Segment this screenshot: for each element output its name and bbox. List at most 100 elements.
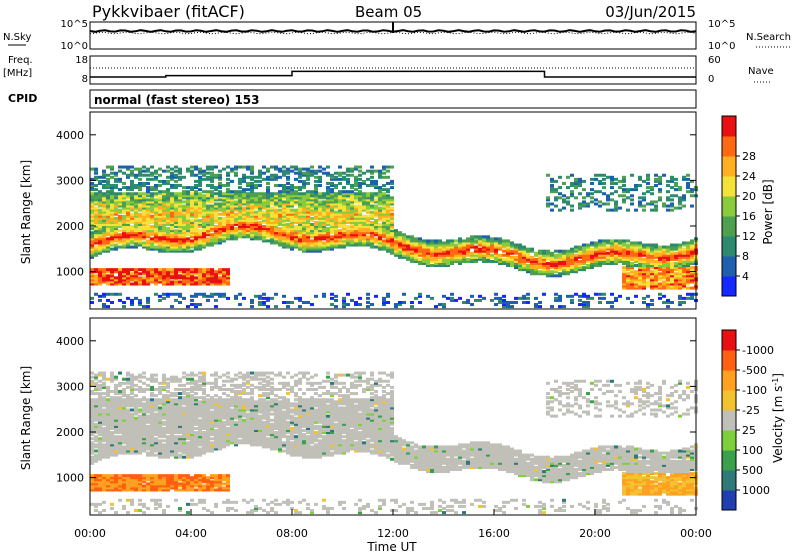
power-cell	[254, 204, 258, 208]
velocity-cell	[110, 375, 114, 379]
power-cell	[190, 169, 194, 173]
power-cell	[298, 167, 302, 171]
power-cell	[246, 235, 250, 239]
power-cell	[178, 167, 182, 171]
power-cell	[378, 214, 382, 218]
velocity-cell	[106, 390, 110, 394]
power-cell	[682, 282, 686, 286]
power-cell	[470, 255, 474, 259]
power-cell	[278, 214, 282, 218]
velocity-cell	[134, 445, 138, 449]
power-cell	[142, 235, 146, 239]
power-cell	[402, 247, 406, 251]
velocity-cell	[142, 476, 146, 480]
power-cell	[322, 292, 326, 296]
power-cell	[366, 239, 370, 243]
power-cell	[438, 255, 442, 259]
power-cell	[302, 225, 306, 229]
power-cell	[202, 239, 206, 243]
power-cell	[218, 292, 222, 296]
power-cell	[398, 300, 402, 304]
power-cell	[358, 204, 362, 208]
power-cell	[534, 266, 538, 270]
power-cell	[190, 241, 194, 245]
velocity-cell	[134, 451, 138, 455]
power-cell	[230, 210, 234, 214]
power-cell	[334, 184, 338, 188]
power-cell	[258, 208, 262, 212]
power-cell	[666, 272, 670, 276]
power-cell	[446, 245, 450, 249]
power-cell	[314, 220, 318, 224]
power-cell	[334, 171, 338, 175]
power-cell	[222, 294, 226, 298]
power-cell	[622, 268, 626, 272]
power-cell	[298, 239, 302, 243]
power-cell	[570, 181, 574, 185]
power-cell	[202, 198, 206, 202]
power-cell	[138, 243, 142, 247]
power-cell	[322, 206, 326, 210]
power-cell	[110, 171, 114, 175]
power-cell	[286, 223, 290, 227]
power-cell	[410, 255, 414, 259]
power-cell	[178, 225, 182, 229]
power-cell	[518, 255, 522, 259]
power-cell	[474, 235, 478, 239]
power-cell	[114, 245, 118, 249]
power-cell	[230, 227, 234, 231]
power-cell	[166, 268, 170, 272]
power-cell	[306, 247, 310, 251]
power-cell	[266, 298, 270, 302]
velocity-cell	[102, 371, 106, 375]
power-cell	[366, 206, 370, 210]
power-cell	[134, 270, 138, 274]
power-cell	[334, 177, 338, 181]
power-cell	[626, 286, 630, 290]
power-cell	[598, 190, 602, 194]
power-cell	[418, 239, 422, 243]
power-cell	[182, 229, 186, 233]
power-cell	[274, 233, 278, 237]
power-cell	[130, 179, 134, 183]
power-cell	[450, 255, 454, 259]
power-cell	[242, 225, 246, 229]
power-cell	[306, 245, 310, 249]
power-cell	[310, 225, 314, 229]
velocity-cell	[146, 441, 150, 445]
power-cell	[386, 227, 390, 231]
velocity-cell	[134, 476, 138, 480]
power-cell	[218, 198, 222, 202]
power-cell	[474, 249, 478, 253]
velocity-cell	[138, 484, 142, 488]
power-cell	[614, 245, 618, 249]
power-cell	[358, 296, 362, 300]
power-cell	[202, 241, 206, 245]
velocity-cell	[138, 416, 142, 420]
power-cell	[586, 253, 590, 257]
power-cell	[146, 181, 150, 185]
power-cell	[662, 294, 666, 298]
power-cell	[210, 177, 214, 181]
power-cell	[222, 220, 226, 224]
power-cell	[374, 198, 378, 202]
velocity-cell	[114, 422, 118, 426]
velocity-cell	[102, 420, 106, 424]
power-cell	[670, 249, 674, 253]
power-cell	[350, 214, 354, 218]
velocity-cell	[118, 412, 122, 416]
power-cell	[678, 276, 682, 280]
power-cell	[686, 296, 690, 300]
power-cell	[90, 300, 94, 304]
velocity-cell	[114, 390, 118, 394]
power-cell	[174, 298, 178, 302]
power-cell	[306, 212, 310, 216]
power-cell	[174, 218, 178, 222]
power-cell	[338, 206, 342, 210]
velocity-cell	[106, 433, 110, 437]
power-cell	[374, 223, 378, 227]
power-cell	[394, 233, 398, 237]
power-cell	[198, 177, 202, 181]
power-cell	[350, 243, 354, 247]
power-cell	[674, 188, 678, 192]
